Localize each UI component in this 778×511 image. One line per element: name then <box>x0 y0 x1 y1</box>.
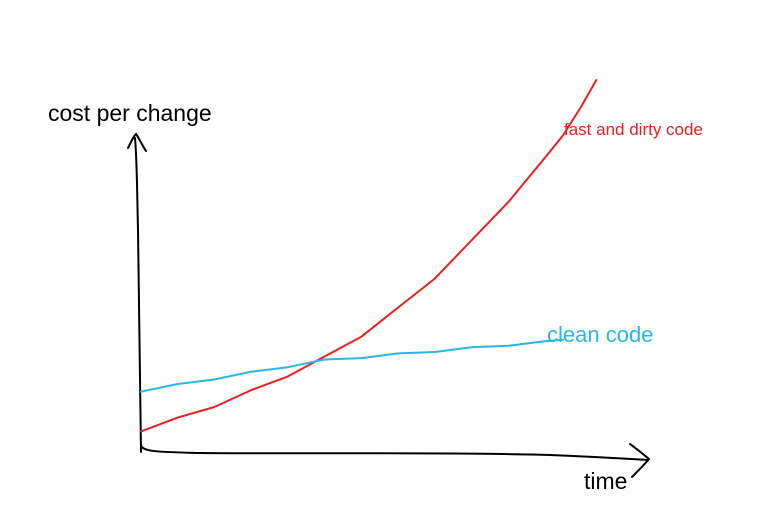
x-axis-arrowhead <box>629 443 651 478</box>
y-axis-arrowhead <box>127 132 147 152</box>
series-line-clean-code <box>140 338 565 393</box>
series-label-clean-code: clean code <box>547 322 653 347</box>
series-group <box>140 79 598 433</box>
series-label-fast-and-dirty: fast and dirty code <box>564 120 703 139</box>
y-axis-label: cost per change <box>48 100 212 126</box>
x-axis <box>140 444 649 461</box>
series-line-fast-and-dirty-code <box>140 79 598 433</box>
x-axis-label: time <box>584 468 627 494</box>
y-axis <box>134 137 142 453</box>
